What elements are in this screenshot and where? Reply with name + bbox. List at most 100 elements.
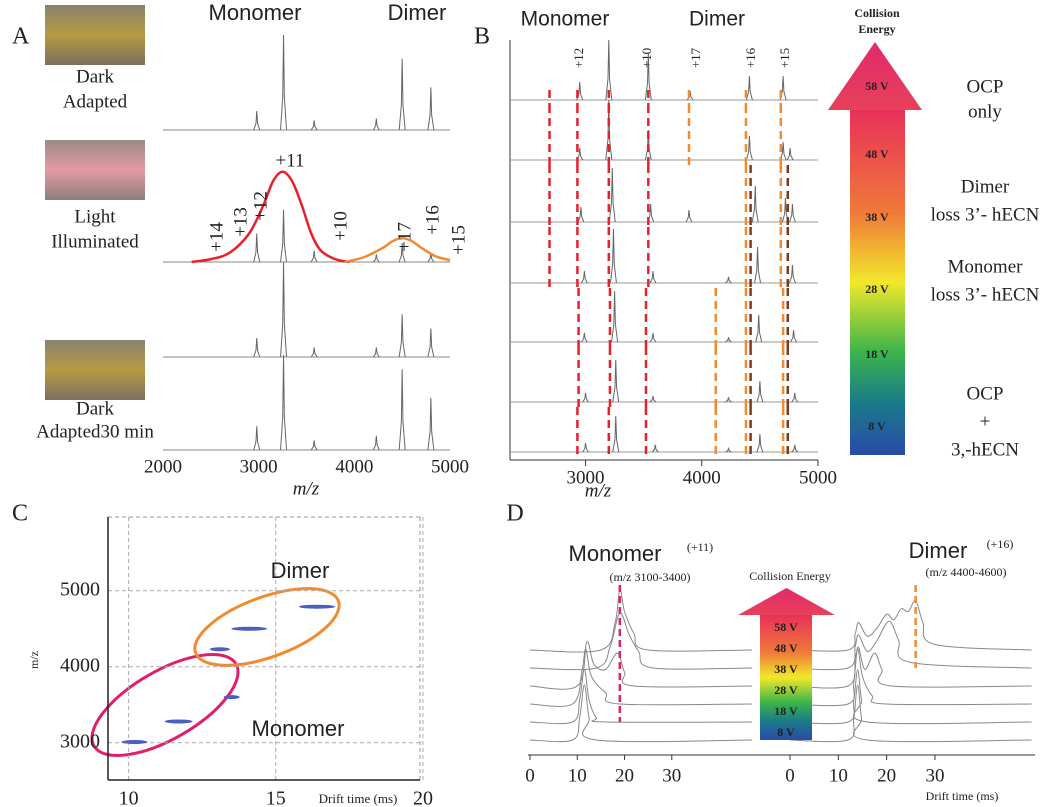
peak [280, 34, 288, 131]
energy-label: 48 V [774, 641, 798, 655]
peak [577, 206, 585, 223]
drift-trace [789, 620, 1032, 671]
drift-trace [529, 641, 753, 690]
sample-photo [45, 140, 145, 200]
x-tick-label: 30 [662, 765, 681, 786]
energy-label: 28 V [865, 282, 889, 296]
x-tick-label: 0 [785, 765, 795, 786]
colorbar-title: Collision [854, 6, 900, 20]
peak [310, 440, 318, 451]
charge-label: +16 [743, 47, 758, 68]
energy-label: 18 V [865, 347, 889, 361]
peak [280, 261, 288, 358]
monomer-outline [90, 653, 240, 757]
state-note: loss 3’- hECN [931, 204, 1040, 225]
peak [310, 250, 318, 263]
peak [372, 254, 380, 263]
peak [253, 110, 261, 131]
energy-label: 58 V [774, 620, 798, 634]
trace-label: Adapted [63, 91, 128, 112]
peak [725, 337, 732, 343]
peak [756, 433, 764, 453]
peak [751, 185, 759, 223]
peak [781, 197, 789, 223]
peak [582, 442, 589, 453]
x-tick-label: 20 [413, 788, 433, 807]
peak [651, 444, 659, 453]
peak [608, 167, 616, 223]
x-tick-label: 15 [266, 788, 286, 807]
annotation: (+16) [987, 537, 1014, 551]
annotation: Monomer [252, 716, 345, 741]
peak [644, 129, 652, 161]
energy-label: 48 V [865, 147, 889, 161]
state-note: 3,-hECN [951, 439, 1019, 460]
y-tick-label: 3000 [60, 730, 100, 752]
peak [372, 347, 380, 358]
x-tick-label: 4000 [335, 456, 373, 477]
charge-label: +10 [639, 48, 654, 68]
envelope [191, 170, 350, 264]
peak [725, 276, 732, 284]
peak [398, 314, 406, 358]
annotation: Dimer [689, 8, 745, 31]
peak [756, 380, 764, 403]
peak [649, 332, 657, 343]
sample-photo [45, 5, 145, 65]
peak [745, 75, 753, 101]
state-note: only [968, 101, 1002, 122]
peak [398, 242, 406, 263]
peak [605, 39, 613, 101]
annotation: (+11) [687, 540, 713, 554]
drift-trace [529, 684, 753, 743]
annotation: Dimer [388, 0, 447, 25]
y-tick-label: 5000 [60, 578, 100, 600]
peak [280, 354, 288, 451]
x-axis-label: m/z [585, 480, 612, 501]
peak [310, 347, 318, 358]
drift-trace [789, 599, 1032, 652]
charge-label: +16 [422, 205, 443, 235]
state-note: + [980, 411, 991, 432]
peak [725, 397, 732, 403]
colorbar-title: Collision Energy [749, 569, 830, 583]
annotation: Dimer [909, 538, 968, 563]
energy-label: 38 V [774, 662, 798, 676]
trace-label: Dark [76, 398, 114, 419]
peak [649, 270, 657, 284]
charge-label: +13 [230, 207, 251, 237]
peak [685, 209, 693, 223]
peak [427, 328, 435, 358]
annotation: Monomer [209, 0, 302, 25]
charge-label: +17 [688, 47, 703, 68]
x-tick-label: 4000 [683, 467, 721, 488]
peak [427, 397, 435, 451]
energy-label: 38 V [865, 210, 889, 224]
drift-trace [529, 648, 753, 707]
charge-label: +14 [206, 222, 227, 252]
state-note: loss 3’- hECN [931, 284, 1040, 305]
charge-label: +12 [571, 48, 586, 68]
energy-label: 28 V [774, 683, 798, 697]
peak [253, 233, 261, 263]
drift-trace [529, 669, 753, 725]
energy-label: 8 V [868, 419, 886, 433]
peak [310, 120, 318, 131]
peak [253, 426, 261, 451]
x-axis-label: Drift time (ms) [926, 789, 999, 803]
colorbar-title: Energy [858, 22, 895, 36]
state-note: Monomer [948, 256, 1024, 277]
state-note: Dimer [961, 176, 1010, 197]
energy-label: 8 V [777, 725, 795, 739]
x-tick-label: 5000 [799, 467, 837, 488]
peak [580, 270, 588, 284]
drift-trace [529, 612, 753, 671]
x-tick-label: 30 [925, 765, 944, 786]
trace-label: Adapted30 min [36, 421, 154, 442]
panel-label: D [506, 501, 523, 527]
peak [644, 51, 652, 101]
x-tick-label: 20 [877, 765, 896, 786]
y-tick-label: 4000 [60, 654, 100, 676]
trace-label: Light [74, 206, 116, 227]
charge-label: +15 [777, 48, 792, 68]
